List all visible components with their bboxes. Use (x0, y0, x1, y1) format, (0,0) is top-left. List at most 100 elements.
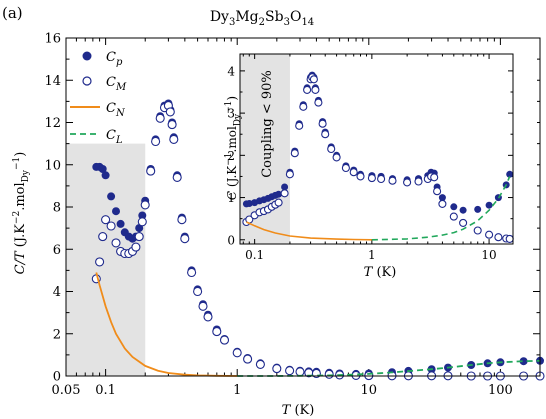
inset-point-c-m (433, 187, 442, 196)
inset-point-c-p (485, 201, 493, 209)
inset-point-c-p (459, 206, 467, 214)
main-point-c-p (107, 192, 116, 201)
inset-point-c-p (474, 205, 482, 213)
legend-label-cm: CM (106, 75, 127, 93)
main-low-temp-shaded-region (66, 143, 146, 376)
inset-y-tick-label: 4 (227, 64, 235, 78)
inset-point-c-m (332, 153, 341, 162)
inset-point-c-m (311, 85, 320, 94)
inset-point-c-p (245, 200, 253, 207)
inset-point-c-m (318, 119, 327, 128)
inset-point-c-m (314, 98, 323, 107)
main-shade-rect (66, 143, 146, 376)
chart-title: Dy3Mg2Sb3O14 (210, 9, 314, 28)
main-point-c-m (232, 348, 242, 358)
main-point-c-m (111, 238, 121, 248)
inset-point-c-m (299, 102, 308, 111)
main-point-c-m (203, 312, 213, 322)
main-point-c-m (134, 232, 144, 242)
main-point-c-m (219, 335, 230, 345)
inset-x-tick-label: 0.1 (245, 248, 264, 262)
main-point-c-m (193, 286, 203, 297)
inset-point-c-m (327, 144, 336, 154)
inset-point-c-m (290, 149, 299, 158)
main-x-tick-label: 1 (233, 383, 241, 398)
inset-point-c-m (459, 218, 468, 227)
inset-y-tick-label: 0 (227, 233, 235, 247)
inset-series-line-c-n (246, 221, 372, 241)
main-point-c-p (138, 211, 147, 220)
main-y-axis-label: C/T (J.K−2.molDy−1) (12, 152, 31, 275)
inset-point-c-m (377, 174, 386, 184)
inset-series-line-c-l (371, 176, 511, 241)
main-y-tick-label: 12 (44, 116, 61, 131)
main-point-c-m (243, 354, 253, 364)
inset-x-axis-label: T (K) (364, 265, 397, 280)
legend-label-cn: CN (106, 101, 126, 119)
main-point-c-m (177, 215, 187, 225)
inset-point-c-m (494, 233, 503, 242)
inset-y-tick-label: 3 (227, 107, 235, 121)
inset-point-c-p (281, 183, 289, 191)
main-point-c-m (180, 234, 190, 244)
legend: Cp CM CN CL (70, 50, 127, 146)
main-point-c-p (116, 219, 125, 228)
inset-point-c-p (450, 203, 458, 211)
main-y-tick-label: 10 (44, 158, 61, 173)
main-point-c-m (95, 257, 105, 267)
main-point-c-m (151, 136, 161, 147)
legend-label-cp: Cp (106, 50, 123, 68)
main-y-tick-label: 0 (53, 370, 61, 385)
inset-point-c-m (438, 199, 447, 208)
inset-point-c-m (414, 177, 423, 186)
inset-point-c-m (473, 226, 482, 235)
main-plot-area (91, 99, 545, 381)
main-series-line-c-n (95, 272, 238, 377)
main-point-c-p (101, 171, 110, 180)
main-y-tick-label: 6 (53, 243, 61, 258)
inset-x-tick-label: 10 (481, 248, 496, 262)
legend-label-cl: CL (106, 128, 123, 146)
main-point-c-m (187, 267, 197, 278)
inset-x-tick-label: 1 (368, 248, 376, 262)
main-point-c-m (172, 172, 182, 182)
main-point-c-m (255, 359, 265, 369)
main-point-c-m (165, 107, 175, 117)
inset-point-c-m (388, 176, 397, 185)
main-point-c-m (106, 221, 116, 231)
main-point-c-m (140, 200, 150, 210)
inset-point-c-m (449, 212, 458, 221)
inset-point-c-m (356, 172, 365, 181)
main-point-c-m (155, 113, 165, 123)
inset-point-c-m (274, 198, 283, 207)
main-y-tick-label: 16 (44, 32, 61, 47)
main-x-tick-label: 10 (361, 383, 378, 398)
inset-point-c-m (403, 178, 412, 187)
inset-point-c-p (275, 190, 283, 198)
inset-point-c-m (309, 75, 318, 84)
main-point-c-m (324, 369, 334, 379)
main-point-c-p (112, 207, 120, 216)
main-point-c-m (198, 301, 208, 311)
panel-label: (a) (2, 4, 23, 22)
inset-point-c-p (506, 170, 514, 178)
inset-shade-label: Coupling < 90% (260, 70, 275, 178)
main-x-tick-label: 100 (488, 383, 513, 398)
main-x-tick-label: 0.05 (52, 383, 81, 398)
main-point-c-m (98, 232, 108, 242)
main-x-axis-label: T (K) (282, 403, 315, 418)
main-point-c-p (519, 357, 528, 366)
inset-point-c-m (341, 163, 350, 173)
main-point-c-m (272, 364, 282, 374)
inset-point-c-m (295, 121, 304, 130)
legend-marker-cp (82, 51, 92, 61)
main-point-c-m (146, 166, 156, 176)
inset-axes-frame (239, 53, 514, 245)
inset-point-c-m (367, 174, 376, 183)
inset-point-c-m (485, 230, 494, 239)
main-y-tick-label: 2 (53, 327, 61, 342)
inset-point-c-m (280, 189, 289, 198)
inset-point-c-p (438, 194, 446, 202)
